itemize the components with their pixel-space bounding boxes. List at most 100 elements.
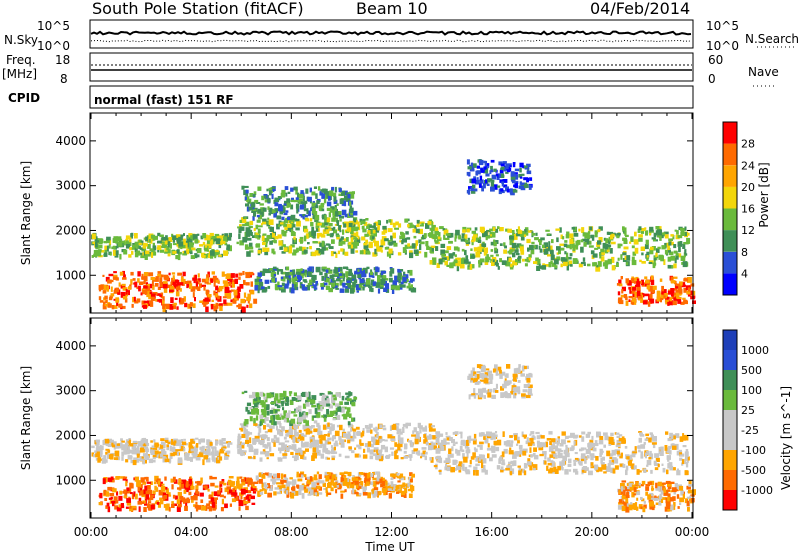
velocity-echo-cell bbox=[370, 443, 374, 448]
velocity-echo-cell bbox=[392, 484, 397, 489]
velocity-echo-cell bbox=[190, 448, 195, 452]
velocity-echo-cell bbox=[104, 498, 108, 501]
power-echo-cell bbox=[392, 232, 396, 236]
velocity-echo-cell bbox=[513, 433, 517, 437]
velocity-echo-cell bbox=[435, 434, 440, 438]
power-echo-cell bbox=[167, 284, 173, 288]
velocity-echo-cell bbox=[644, 452, 647, 459]
power-echo-cell bbox=[660, 296, 664, 301]
power-echo-cell bbox=[494, 262, 497, 266]
velocity-echo-cell bbox=[173, 451, 179, 456]
power-echo-cell bbox=[191, 247, 194, 250]
velocity-echo-cell bbox=[373, 453, 377, 457]
power-echo-cell bbox=[568, 260, 573, 265]
power-echo-cell bbox=[216, 287, 221, 293]
velocity-echo-cell bbox=[283, 418, 287, 423]
velocity-echo-cell bbox=[259, 491, 264, 495]
velocity-echo-cell bbox=[293, 414, 298, 417]
velocity-echo-cell bbox=[243, 500, 249, 504]
power-echo-cell bbox=[441, 253, 446, 257]
velocity-echo-cell bbox=[340, 407, 345, 413]
power-echo-cell bbox=[184, 281, 189, 284]
velocity-echo-cell bbox=[364, 443, 369, 448]
power-echo-cell bbox=[680, 255, 686, 261]
power-echo-cell bbox=[144, 254, 148, 260]
power-echo-cell bbox=[485, 236, 488, 241]
power-echo-cell bbox=[662, 289, 667, 294]
velocity-echo-cell bbox=[129, 449, 133, 454]
power-echo-cell bbox=[579, 263, 583, 267]
power-echo-cell bbox=[243, 292, 247, 298]
power-echo-cell bbox=[634, 277, 638, 281]
power-echo-cell bbox=[637, 228, 641, 233]
velocity-echo-cell bbox=[544, 460, 547, 465]
velocity-echo-cell bbox=[159, 444, 164, 449]
velocity-echo-cell bbox=[285, 490, 289, 495]
velocity-echo-cell bbox=[193, 446, 198, 452]
power-echo-cell bbox=[184, 250, 187, 256]
velocity-echo-cell bbox=[452, 431, 457, 435]
power-echo-cell bbox=[204, 245, 209, 252]
velocity-echo-cell bbox=[211, 501, 216, 508]
power-echo-cell bbox=[668, 241, 672, 246]
velocity-echo-cell bbox=[102, 478, 106, 485]
velocity-echo-cell bbox=[461, 463, 465, 470]
power-echo-cell bbox=[322, 193, 326, 198]
velocity-echo-cell bbox=[322, 443, 327, 449]
velocity-echo-cell bbox=[208, 452, 211, 456]
power-echo-cell bbox=[355, 241, 359, 246]
power-echo-cell bbox=[343, 190, 348, 196]
power-echo-cell bbox=[578, 228, 581, 232]
power-echo-cell bbox=[520, 234, 525, 241]
velocity-echo-cell bbox=[568, 469, 572, 472]
velocity-echo-cell bbox=[279, 400, 285, 405]
velocity-echo-cell bbox=[104, 438, 109, 444]
velocity-echo-cell bbox=[269, 409, 274, 414]
power-echo-cell bbox=[533, 261, 538, 264]
power-echo-cell bbox=[625, 262, 629, 265]
power-echo-cell bbox=[227, 302, 233, 306]
velocity-echo-cell bbox=[215, 450, 219, 455]
power-echo-cell bbox=[171, 281, 176, 286]
velocity-echo-cell bbox=[372, 472, 375, 475]
velocity-echo-cell bbox=[330, 445, 333, 449]
velocity-echo-cell bbox=[313, 443, 318, 447]
power-echo-cell bbox=[416, 219, 420, 224]
power-echo-cell bbox=[349, 284, 354, 289]
power-echo-cell bbox=[249, 271, 254, 276]
velocity-echo-cell bbox=[646, 464, 649, 467]
power-echo-cell bbox=[429, 246, 434, 252]
velocity-echo-cell bbox=[491, 432, 496, 436]
power-echo-cell bbox=[303, 225, 308, 232]
power-panel-frame bbox=[89, 112, 694, 314]
velocity-echo-cell bbox=[641, 498, 645, 502]
velocity-echo-cell bbox=[646, 460, 652, 466]
velocity-echo-cell bbox=[402, 423, 407, 427]
velocity-echo-cell bbox=[628, 461, 631, 466]
power-echo-cell bbox=[324, 217, 328, 224]
power-echo-cell bbox=[493, 239, 496, 243]
velocity-echo-cell bbox=[132, 460, 137, 466]
power-echo-cell bbox=[300, 273, 304, 279]
power-echo-cell bbox=[478, 260, 481, 264]
velocity-echo-cell bbox=[246, 500, 251, 503]
velocity-echo-cell bbox=[407, 422, 411, 427]
power-echo-cell bbox=[295, 271, 300, 275]
power-echo-cell bbox=[312, 213, 317, 220]
power-echo-cell bbox=[498, 161, 503, 166]
velocity-echo-cell bbox=[303, 474, 307, 478]
velocity-echo-cell bbox=[522, 450, 527, 456]
power-echo-cell bbox=[668, 265, 673, 269]
velocity-echo-cell bbox=[125, 442, 129, 448]
power-echo-cell bbox=[412, 228, 416, 233]
velocity-echo-cell bbox=[188, 450, 192, 454]
velocity-echo-cell bbox=[243, 450, 246, 455]
power-echo-cell bbox=[523, 177, 529, 181]
power-echo-cell bbox=[204, 297, 209, 302]
velocity-echo-cell bbox=[389, 486, 393, 490]
power-echo-cell bbox=[258, 215, 263, 220]
power-echo-cell bbox=[322, 188, 327, 192]
velocity-echo-cell bbox=[400, 473, 404, 477]
power-echo-cell bbox=[670, 234, 674, 237]
